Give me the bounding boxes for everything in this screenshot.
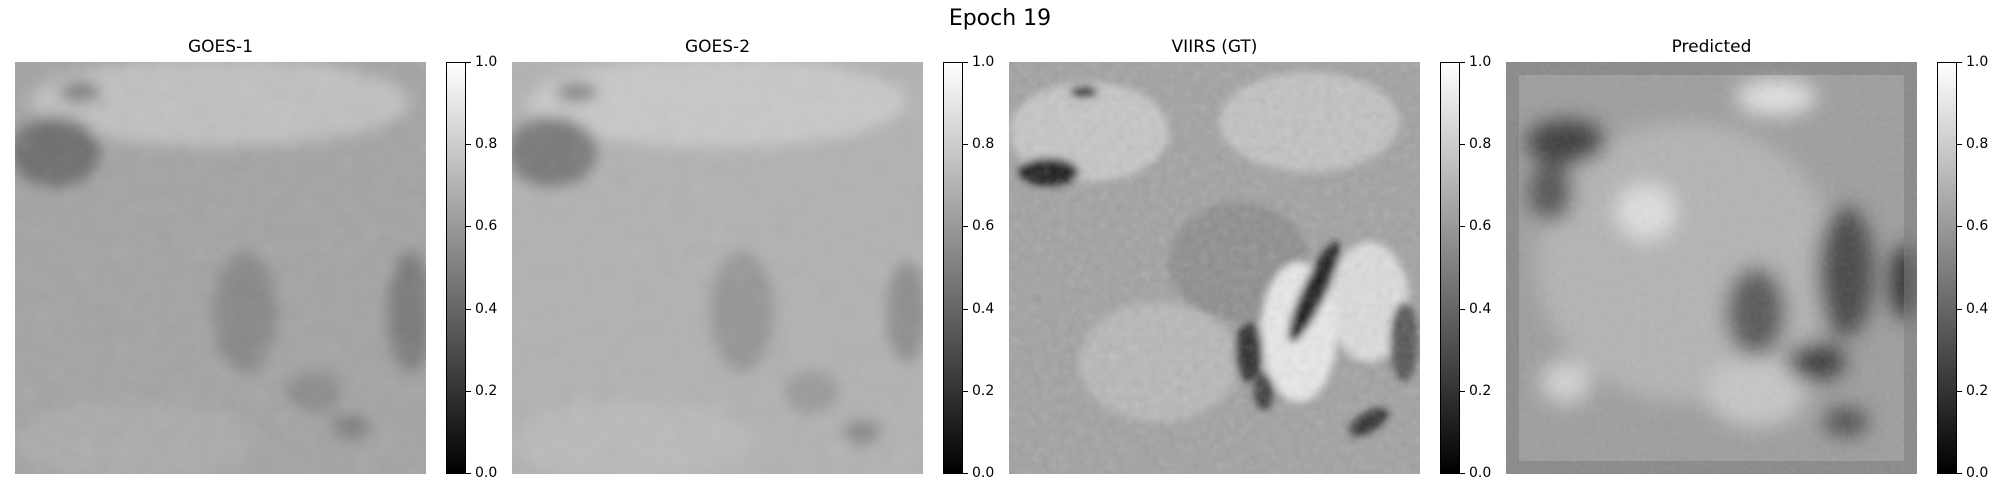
tick-label: 0.6 — [1966, 218, 1989, 234]
goes-1-image — [15, 62, 426, 474]
viirs-gt-colorbar-ticks: 0.0 0.2 0.4 0.6 0.8 1.0 — [1460, 54, 1510, 481]
tick-label: 0.8 — [972, 136, 995, 152]
tick-label: 1.0 — [1966, 54, 1989, 70]
figure-title: Epoch 19 — [948, 6, 1052, 31]
tick-label: 0.0 — [972, 465, 995, 481]
tick-label: 0.8 — [1469, 136, 1492, 152]
viirs-gt-image — [1009, 62, 1420, 474]
tick-label: 0.4 — [1966, 301, 1989, 317]
panel-title-predicted: Predicted — [1671, 37, 1752, 57]
predicted-colorbar — [1937, 62, 1957, 474]
tick-label: 0.6 — [1469, 218, 1492, 234]
tick-label: 0.6 — [972, 218, 995, 234]
tick-label: 0.8 — [1966, 136, 1989, 152]
tick-label: 0.2 — [972, 383, 995, 399]
goes-2-image — [512, 62, 923, 474]
tick-label: 0.2 — [1469, 383, 1492, 399]
predicted-image — [1506, 62, 1917, 474]
tick-label: 0.4 — [475, 301, 498, 317]
tick-label: 0.0 — [1469, 465, 1492, 481]
tick-label: 1.0 — [972, 54, 995, 70]
panel-title-viirs-gt: VIIRS (GT) — [1171, 37, 1258, 57]
tick-label: 0.4 — [972, 301, 995, 317]
goes-1-colorbar-ticks: 0.0 0.2 0.4 0.6 0.8 1.0 — [466, 54, 516, 481]
goes-2-colorbar-ticks: 0.0 0.2 0.4 0.6 0.8 1.0 — [963, 54, 1013, 481]
goes-2-colorbar — [943, 62, 963, 474]
viirs-gt-colorbar — [1440, 62, 1460, 474]
panel-title-goes-2: GOES-2 — [684, 37, 751, 57]
tick-label: 1.0 — [475, 54, 498, 70]
tick-label: 0.8 — [475, 136, 498, 152]
goes-1-colorbar — [446, 62, 466, 474]
panel-title-goes-1: GOES-1 — [187, 37, 254, 57]
predicted-colorbar-ticks: 0.0 0.2 0.4 0.6 0.8 1.0 — [1957, 54, 2000, 481]
tick-label: 0.2 — [475, 383, 498, 399]
tick-label: 0.0 — [475, 465, 498, 481]
tick-label: 0.4 — [1469, 301, 1492, 317]
tick-label: 0.0 — [1966, 465, 1989, 481]
tick-label: 0.6 — [475, 218, 498, 234]
tick-label: 1.0 — [1469, 54, 1492, 70]
tick-label: 0.2 — [1966, 383, 1989, 399]
